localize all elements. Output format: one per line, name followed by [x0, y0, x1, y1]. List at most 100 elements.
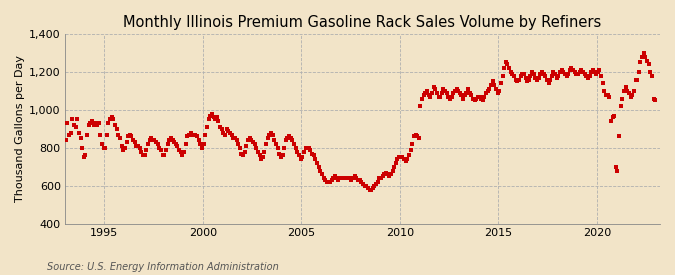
Point — [335, 176, 346, 180]
Point — [612, 169, 623, 173]
Point — [164, 138, 175, 142]
Point — [142, 142, 153, 146]
Point — [62, 121, 73, 125]
Point — [645, 70, 655, 74]
Point — [282, 136, 293, 141]
Point — [63, 132, 74, 137]
Point — [167, 138, 178, 142]
Point — [633, 70, 644, 74]
Point — [77, 146, 88, 150]
Point — [620, 85, 631, 89]
Point — [484, 87, 495, 91]
Point — [540, 73, 551, 78]
Point — [121, 140, 132, 144]
Point — [487, 79, 498, 84]
Y-axis label: Thousand Gallons per Day: Thousand Gallons per Day — [15, 55, 25, 202]
Point — [594, 68, 605, 72]
Point — [295, 157, 306, 161]
Point — [294, 153, 304, 158]
Point — [118, 148, 129, 152]
Point — [69, 123, 80, 127]
Point — [211, 115, 222, 120]
Point — [366, 188, 377, 192]
Point — [507, 72, 518, 76]
Point — [298, 150, 309, 154]
Point — [454, 90, 465, 95]
Point — [520, 75, 531, 80]
Point — [279, 146, 290, 150]
Point — [318, 176, 329, 180]
Point — [648, 96, 659, 101]
Point — [610, 165, 621, 169]
Point — [371, 182, 381, 186]
Point — [348, 176, 358, 180]
Point — [105, 117, 115, 122]
Point — [566, 66, 577, 70]
Point — [195, 142, 206, 146]
Point — [390, 161, 401, 165]
Point — [170, 142, 181, 146]
Point — [331, 176, 342, 180]
Point — [267, 132, 278, 137]
Point — [499, 66, 510, 70]
Point — [523, 77, 534, 82]
Point — [632, 77, 643, 82]
Point — [427, 90, 437, 95]
Point — [558, 70, 569, 74]
Point — [116, 144, 127, 148]
Point — [438, 87, 449, 91]
Point — [328, 176, 339, 180]
Point — [404, 153, 414, 158]
Point — [578, 70, 589, 74]
Point — [136, 150, 146, 154]
Point — [248, 140, 259, 144]
Point — [95, 132, 106, 137]
Point — [306, 151, 317, 156]
Point — [361, 184, 372, 188]
Point — [384, 174, 395, 178]
Point — [200, 132, 211, 137]
Point — [461, 90, 472, 95]
Point — [525, 73, 536, 78]
Point — [225, 130, 236, 135]
Point — [428, 85, 439, 89]
Point — [157, 153, 168, 158]
Point — [352, 178, 363, 182]
Point — [356, 180, 367, 184]
Point — [149, 138, 160, 142]
Point — [272, 146, 283, 150]
Point — [418, 92, 429, 97]
Point — [277, 153, 288, 158]
Point — [290, 146, 301, 150]
Point — [476, 96, 487, 101]
Point — [97, 142, 107, 146]
Point — [208, 115, 219, 120]
Point — [364, 188, 375, 192]
Point — [628, 89, 639, 93]
Point — [385, 172, 396, 177]
Point — [151, 140, 161, 144]
Point — [153, 142, 163, 146]
Point — [72, 117, 82, 122]
Point — [405, 148, 416, 152]
Point — [286, 136, 296, 141]
Point — [60, 138, 71, 142]
Point — [202, 125, 213, 129]
Point — [491, 87, 502, 91]
Point — [354, 178, 365, 182]
Point — [259, 150, 270, 154]
Point — [616, 104, 626, 108]
Point — [548, 70, 559, 74]
Point — [289, 142, 300, 146]
Point — [407, 142, 418, 146]
Point — [236, 151, 247, 156]
Point — [451, 87, 462, 91]
Point — [605, 119, 616, 123]
Point — [329, 174, 340, 178]
Point — [86, 119, 97, 123]
Point — [358, 182, 369, 186]
Point — [139, 153, 150, 158]
Point — [161, 148, 171, 152]
Point — [196, 146, 207, 150]
Point — [213, 119, 224, 123]
